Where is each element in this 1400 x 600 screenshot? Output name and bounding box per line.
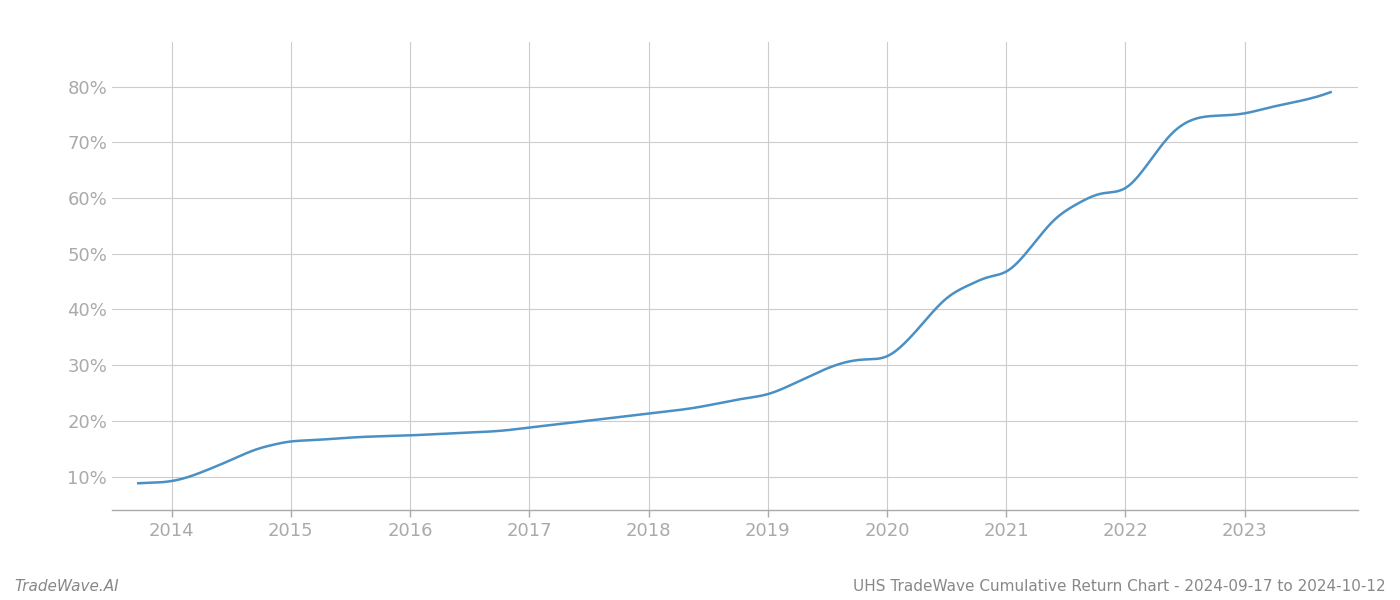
- Text: TradeWave.AI: TradeWave.AI: [14, 579, 119, 594]
- Text: UHS TradeWave Cumulative Return Chart - 2024-09-17 to 2024-10-12: UHS TradeWave Cumulative Return Chart - …: [854, 579, 1386, 594]
